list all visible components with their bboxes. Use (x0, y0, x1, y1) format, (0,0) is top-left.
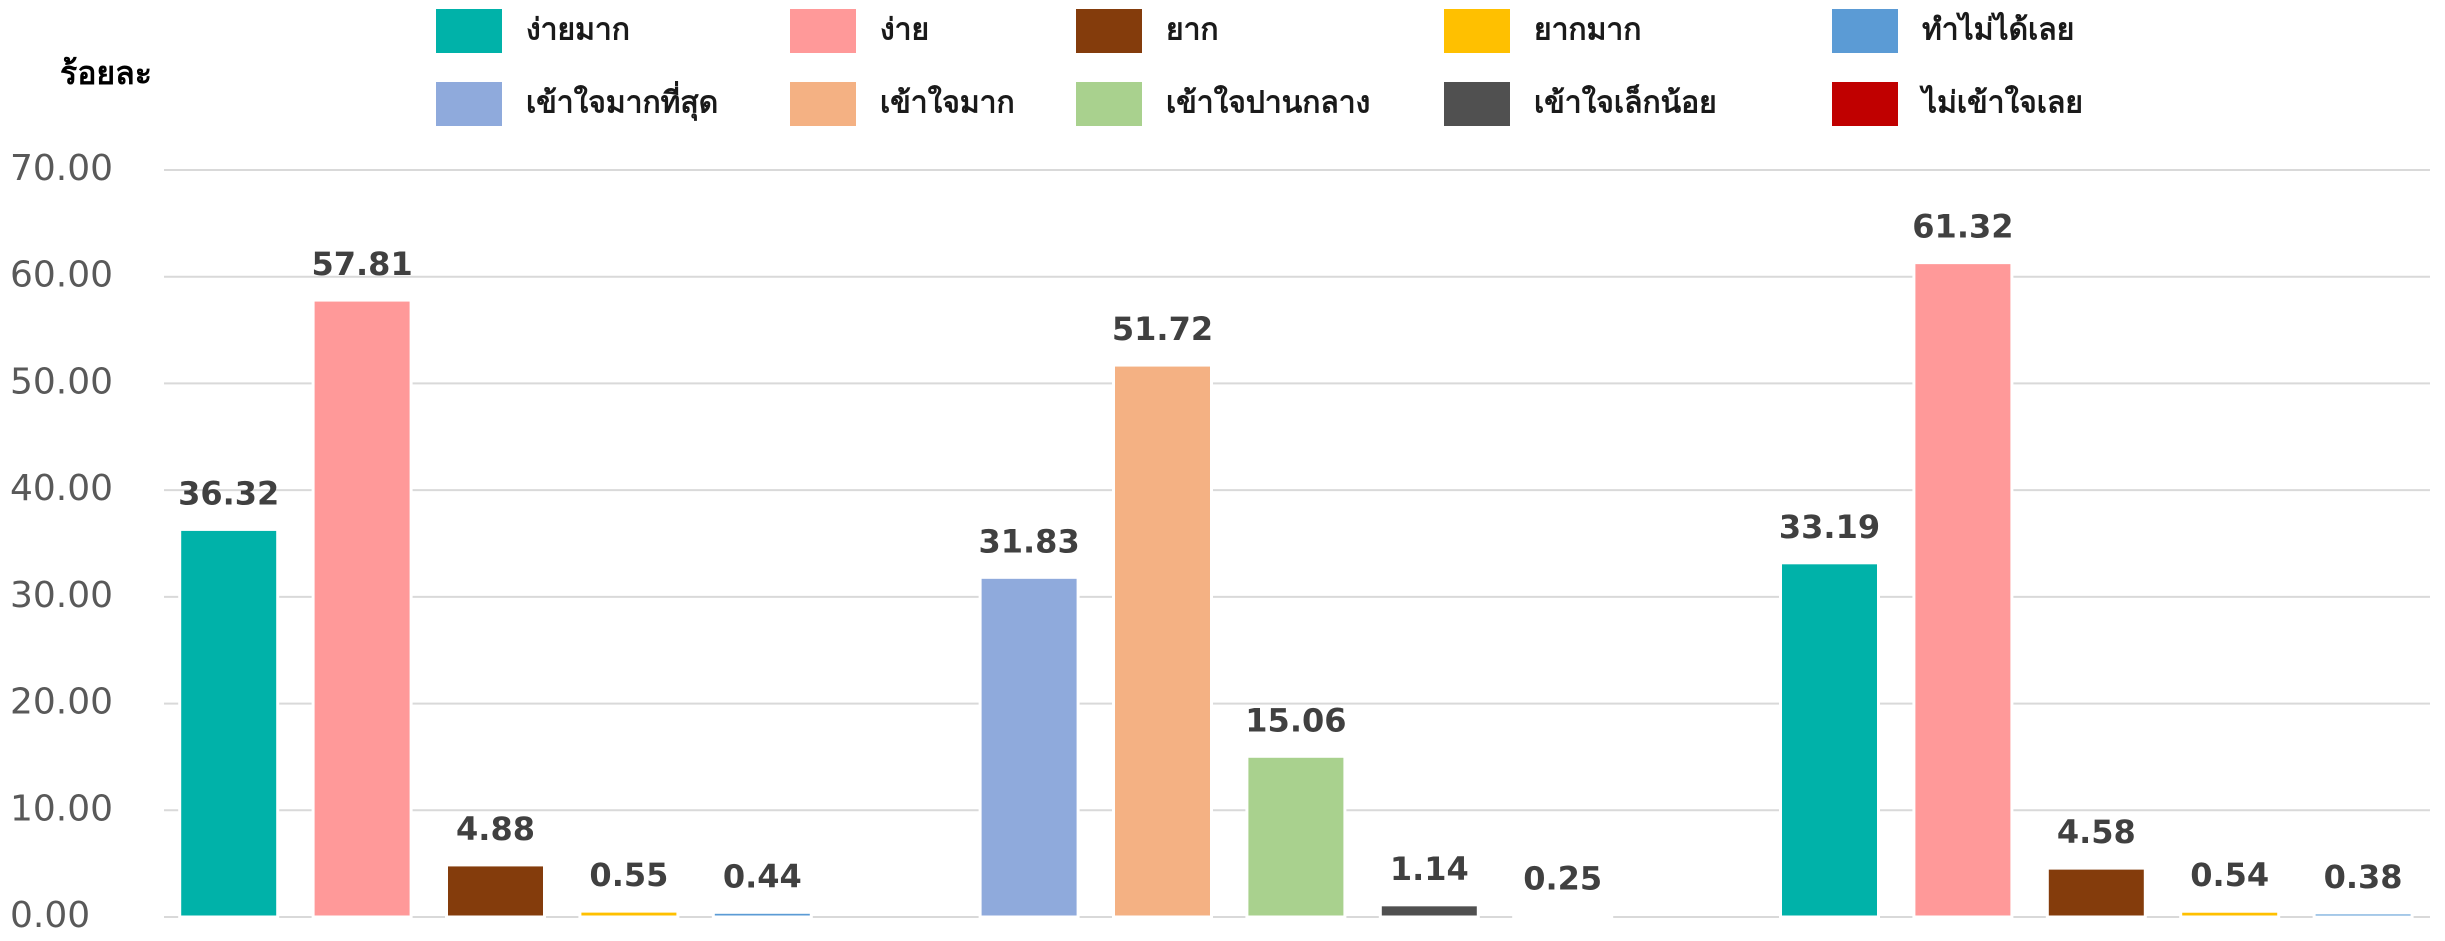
legend-label: เข้าใจปานกลาง (1166, 85, 1370, 121)
data-label: 51.72 (1112, 310, 1213, 348)
data-label: 15.06 (1245, 701, 1346, 739)
data-label: 4.88 (456, 810, 535, 848)
legend-label: เข้าใจมาก (880, 85, 1015, 121)
legend-swatch (790, 82, 856, 126)
y-axis-title: ร้อยละ (60, 54, 152, 92)
data-label: 4.58 (2057, 813, 2136, 851)
bar (1779, 561, 1880, 919)
data-label: 0.38 (2324, 858, 2403, 896)
y-tick-label: 40.00 (10, 468, 113, 509)
bar (1245, 754, 1347, 919)
bar (1112, 363, 1213, 919)
legend-label: ทำไม่ได้เลย (1922, 12, 2074, 48)
y-tick-label: 20.00 (10, 682, 113, 723)
data-label: 0.44 (723, 857, 802, 895)
legend-label: ยาก (1166, 13, 1219, 48)
bar (711, 910, 813, 919)
data-label: 0.25 (1523, 859, 1602, 897)
legend-label: ง่าย (880, 13, 929, 48)
bar (2045, 866, 2147, 919)
legend-swatch (1076, 9, 1142, 53)
data-label: 31.83 (978, 522, 1079, 560)
legend-label: ยากมาก (1534, 13, 1641, 48)
bar (445, 863, 546, 919)
y-tick-label: 30.00 (10, 575, 113, 616)
data-label: 0.54 (2190, 856, 2269, 894)
y-tick-label: 50.00 (10, 361, 113, 402)
legend-label: ไม่เข้าใจเลย (1919, 85, 2083, 121)
data-label: 57.81 (311, 245, 412, 283)
legend-swatch (1832, 9, 1898, 53)
data-label: 0.55 (589, 856, 668, 894)
legend-swatch (790, 9, 856, 53)
y-tick-label: 70.00 (10, 148, 113, 189)
data-label: 36.32 (178, 474, 279, 512)
data-label: 33.19 (1779, 508, 1880, 546)
data-label: 61.32 (1912, 208, 2013, 246)
legend-swatch (1832, 82, 1898, 126)
legend-swatch (1076, 82, 1142, 126)
legend-swatch (1444, 9, 1510, 53)
data-label: 1.14 (1390, 850, 1469, 888)
legend-label: เข้าใจมากที่สุด (526, 81, 718, 122)
legend-label: ง่ายมาก (526, 13, 630, 48)
bar (578, 909, 680, 919)
legend-label: เข้าใจเล็กน้อย (1534, 84, 1717, 121)
bar (2312, 911, 2414, 919)
y-tick-label: 10.00 (10, 788, 113, 829)
bar (311, 298, 413, 919)
legend-swatch (436, 9, 502, 53)
y-tick-label: 0.00 (10, 895, 90, 936)
bar (1512, 912, 1614, 919)
bar (2179, 909, 2281, 919)
bar (1912, 261, 2014, 919)
bar (178, 527, 280, 919)
bar (978, 575, 1080, 919)
legend-swatch (1444, 82, 1510, 126)
bar (1378, 903, 1480, 919)
y-tick-label: 60.00 (10, 255, 113, 296)
legend-swatch (436, 82, 502, 126)
